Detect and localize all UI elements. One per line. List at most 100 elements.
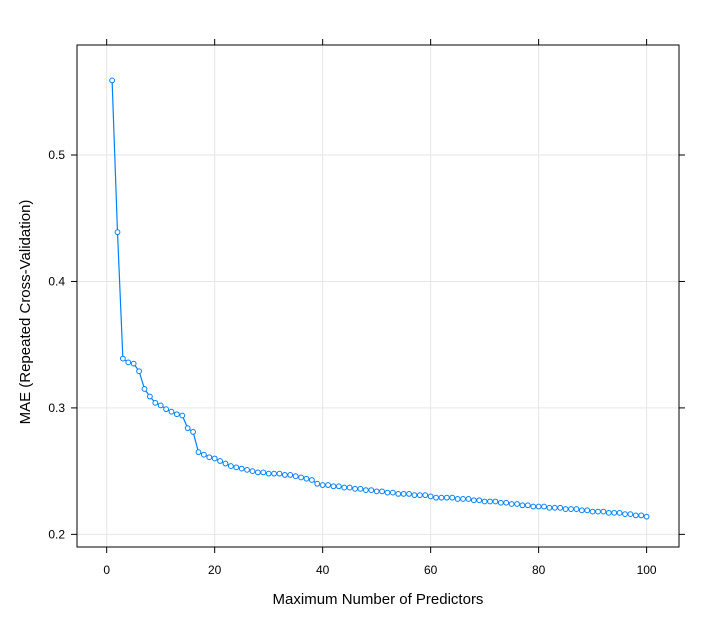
data-point [379,488,385,495]
data-point [303,475,310,482]
data-point [551,504,558,511]
data-point [562,506,569,512]
data-point [125,359,132,366]
plot-frame-layer [71,39,685,553]
data-point [584,507,591,514]
grid [77,45,679,547]
series-line [111,80,647,518]
data-point [114,229,121,236]
data-point [514,501,520,507]
data-point [325,482,331,488]
data-point [346,484,353,491]
data-point [217,458,223,464]
data-point [195,449,202,456]
data-point [541,503,547,510]
data-point [578,507,585,514]
data-point [227,463,234,469]
data-point [416,492,423,499]
data-point [433,494,439,501]
data-point [265,470,272,477]
data-point [109,77,115,84]
x-tick-label: 40 [316,563,330,577]
series-layer [109,77,650,520]
data-point [314,480,321,487]
data-point [373,488,380,495]
data-point [627,511,634,518]
x-tick-label: 0 [103,563,110,577]
data-point [530,503,537,510]
data-point [449,494,456,501]
data-point [157,402,164,409]
data-point [206,454,213,461]
data-point [546,504,553,511]
data-point [362,487,369,493]
data-point [411,492,418,499]
data-point [497,499,504,506]
data-point [152,399,159,406]
data-point [470,497,477,504]
data-point [211,455,218,462]
data-point [400,490,407,497]
data-point [492,498,499,505]
data-point [330,483,337,490]
data-point [595,508,601,515]
data-point [605,509,612,516]
data-point [254,469,261,476]
data-point [233,464,240,471]
data-point [600,508,607,515]
data-point [557,504,564,511]
data-point [357,485,364,492]
data-point [519,502,526,509]
y-tick-label: 0.5 [48,148,65,162]
data-point [173,411,180,418]
data-point [454,496,461,502]
x-tick-label: 60 [424,563,438,577]
data-point [481,498,488,505]
data-point [136,368,142,375]
data-point [335,483,342,490]
data-point [638,512,645,519]
y-axis-title: MAE (Repeated Cross-Validation) [17,200,34,425]
y-tick-label: 0.4 [48,274,65,288]
data-point [260,469,267,476]
data-point [287,472,294,478]
data-point [535,503,542,510]
data-point [487,498,493,505]
data-point [643,513,650,520]
plot-frame [76,44,680,548]
data-point [573,506,580,512]
data-point [443,494,450,501]
data-point [460,496,466,502]
data-point [589,508,596,515]
data-point [616,509,623,516]
y-tick-label: 0.2 [48,527,65,541]
data-point [179,412,186,419]
data-point [352,485,358,492]
data-point [308,477,315,483]
data-point [319,482,326,488]
data-point [184,425,191,432]
data-point [298,474,304,481]
data-point [222,460,229,467]
data-point [244,466,250,473]
data-point [384,489,391,496]
x-tick-label: 100 [637,563,657,577]
data-point [438,494,445,501]
data-point [368,487,375,493]
data-point [163,406,169,413]
data-point [503,499,510,506]
x-tick-label: 20 [208,563,222,577]
x-axis-title: Maximum Number of Predictors [273,591,484,608]
data-point [292,473,299,480]
data-point [200,451,207,458]
data-point [508,501,515,507]
data-point [281,472,288,478]
data-point [249,468,256,475]
data-point [611,509,618,516]
data-point [168,408,175,415]
data-point [130,360,137,367]
tick-labels: 0 20 40 60 80 100 0.2 0.3 0.4 0.5 [48,148,657,577]
data-point [568,506,574,512]
data-point [465,496,472,502]
data-point [427,493,434,500]
